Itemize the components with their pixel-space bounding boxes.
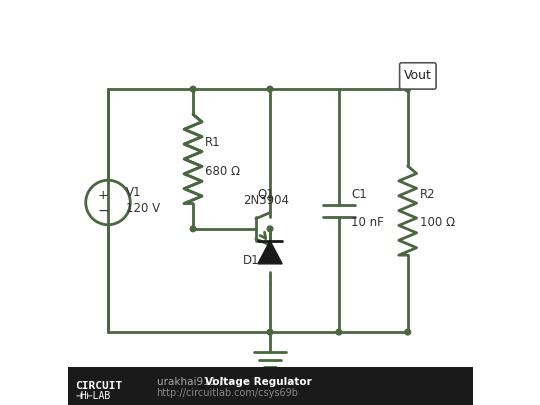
Text: 120 V: 120 V xyxy=(126,202,160,215)
Circle shape xyxy=(190,226,196,232)
Text: 2N3904: 2N3904 xyxy=(243,194,289,207)
Circle shape xyxy=(336,329,342,335)
Circle shape xyxy=(405,329,410,335)
Text: ⊣H⊢LAB: ⊣H⊢LAB xyxy=(76,391,111,401)
Circle shape xyxy=(190,86,196,92)
Bar xyxy=(68,367,472,405)
Text: Voltage Regulator: Voltage Regulator xyxy=(205,377,312,386)
Text: 680 Ω: 680 Ω xyxy=(205,164,240,178)
Text: CIRCUIT: CIRCUIT xyxy=(76,381,123,390)
Text: urakhai911 /: urakhai911 / xyxy=(157,377,226,386)
FancyBboxPatch shape xyxy=(400,63,436,89)
Text: 100 Ω: 100 Ω xyxy=(420,216,455,229)
Circle shape xyxy=(405,86,410,92)
Text: http://circuitlab.com/csys69b: http://circuitlab.com/csys69b xyxy=(157,388,299,398)
Circle shape xyxy=(267,86,273,92)
Text: R1: R1 xyxy=(205,136,221,149)
Text: R2: R2 xyxy=(420,188,435,201)
Text: Vout: Vout xyxy=(404,69,432,82)
Text: +: + xyxy=(98,189,109,202)
Text: C1: C1 xyxy=(351,188,367,201)
Text: V1: V1 xyxy=(126,186,141,199)
Text: Q1: Q1 xyxy=(258,188,274,200)
Text: −: − xyxy=(97,204,109,217)
Polygon shape xyxy=(258,241,282,264)
Circle shape xyxy=(267,329,273,335)
Text: D1: D1 xyxy=(243,254,260,267)
Circle shape xyxy=(267,226,273,232)
Text: 10 nF: 10 nF xyxy=(351,216,384,229)
